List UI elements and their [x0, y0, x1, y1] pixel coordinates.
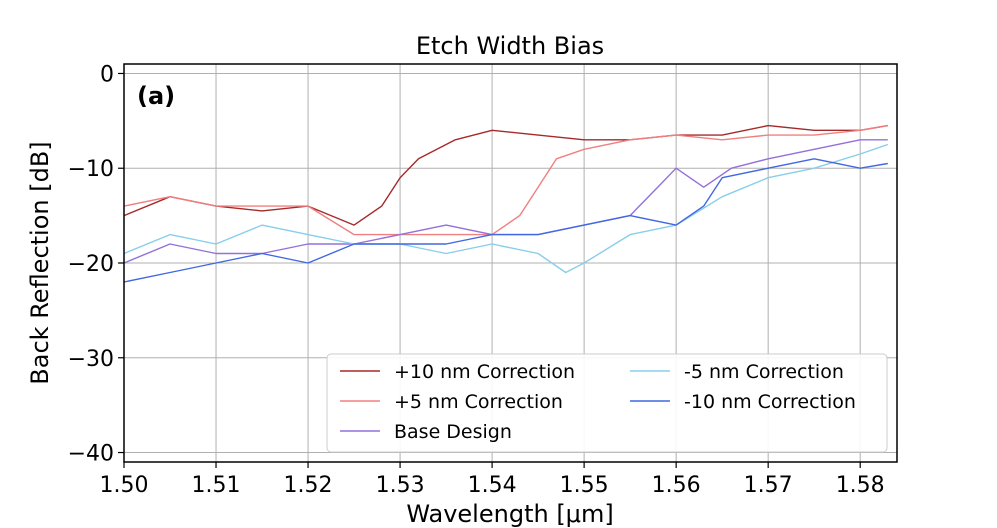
x-axis-label: Wavelength [μm] — [406, 500, 613, 528]
y-tick-label: −30 — [68, 347, 114, 372]
legend: +10 nm Correction +5 nm Correction Base De… — [326, 353, 888, 453]
x-tick-label: 1.52 — [284, 473, 333, 498]
panel-label: (a) — [137, 82, 175, 110]
legend-box — [326, 353, 888, 453]
legend-label: -10 nm Correction — [684, 391, 856, 413]
plot-lines — [123, 124, 889, 283]
x-axis: 1.50 1.51 1.52 1.53 1.54 1.55 1.56 1.57 1.58 — [100, 462, 885, 498]
chart-title: Etch Width Bias — [416, 32, 604, 60]
legend-label: Base Design — [394, 421, 512, 443]
y-tick-label: −10 — [68, 157, 114, 182]
y-axis-label: Back Reflection [dB] — [26, 141, 54, 384]
y-axis: 0 −10 −20 −30 −40 — [68, 62, 124, 467]
x-tick-label: 1.51 — [192, 473, 241, 498]
series-line-2 — [123, 124, 888, 236]
y-tick-label: 0 — [100, 62, 114, 87]
legend-label: -5 nm Correction — [684, 361, 844, 383]
y-tick-label: −20 — [68, 252, 114, 277]
x-tick-label: 1.54 — [468, 473, 517, 498]
x-tick-label: 1.57 — [744, 473, 793, 498]
x-tick-label: 1.58 — [836, 473, 885, 498]
x-tick-label: 1.50 — [100, 473, 149, 498]
legend-label: +10 nm Correction — [394, 361, 575, 383]
y-tick-label: −40 — [68, 442, 114, 467]
x-tick-label: 1.56 — [652, 473, 701, 498]
series-line-3 — [123, 139, 888, 264]
x-tick-label: 1.53 — [376, 473, 425, 498]
series-line-5 — [123, 158, 888, 283]
series-line-4 — [123, 143, 889, 274]
x-tick-label: 1.55 — [560, 473, 609, 498]
series-line-1 — [123, 124, 888, 226]
legend-label: +5 nm Correction — [394, 391, 563, 413]
